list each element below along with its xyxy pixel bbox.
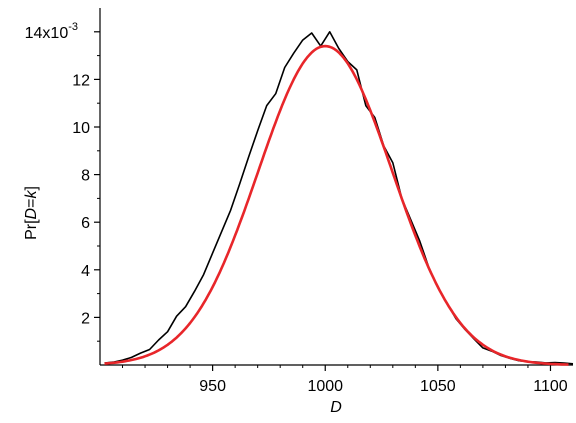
y-axis-title-prefix: Pr[ — [23, 219, 40, 240]
y-exponent-label: -3 — [68, 21, 78, 33]
y-tick-label: 10 — [72, 120, 90, 137]
y-axis-title-mid: = — [23, 199, 40, 208]
x-tick-label: 1050 — [420, 378, 456, 395]
y-axis-title-suffix: ] — [23, 186, 40, 190]
y-tick-label: 2 — [81, 310, 90, 327]
y-ticks: 2 4 6 8 10 12 14x10-3 — [25, 21, 100, 342]
x-tick-label: 1100 — [533, 378, 568, 395]
y-axis-title-k: k — [23, 190, 40, 199]
plot-area: 950 1000 1050 1100 2 4 6 8 10 12 14x10-3 — [25, 8, 574, 395]
y-axis-title-var: D — [23, 207, 40, 219]
x-tick-label: 950 — [199, 378, 226, 395]
y-tick-label: 4 — [81, 263, 90, 280]
y-tick-label: 14x10-3 — [25, 21, 78, 42]
x-tick-label: 1000 — [307, 378, 343, 395]
x-ticks: 950 1000 1050 1100 — [122, 365, 568, 395]
empirical-series-line — [104, 31, 574, 365]
fitted-curve-line — [104, 44, 569, 366]
y-tick-label: 6 — [81, 215, 90, 232]
x-axis-title: D — [330, 399, 342, 416]
y-tick-label: 8 — [81, 168, 90, 185]
y-axis-title: Pr[D=k] — [23, 186, 40, 240]
y-tick-label: 12 — [72, 72, 90, 89]
